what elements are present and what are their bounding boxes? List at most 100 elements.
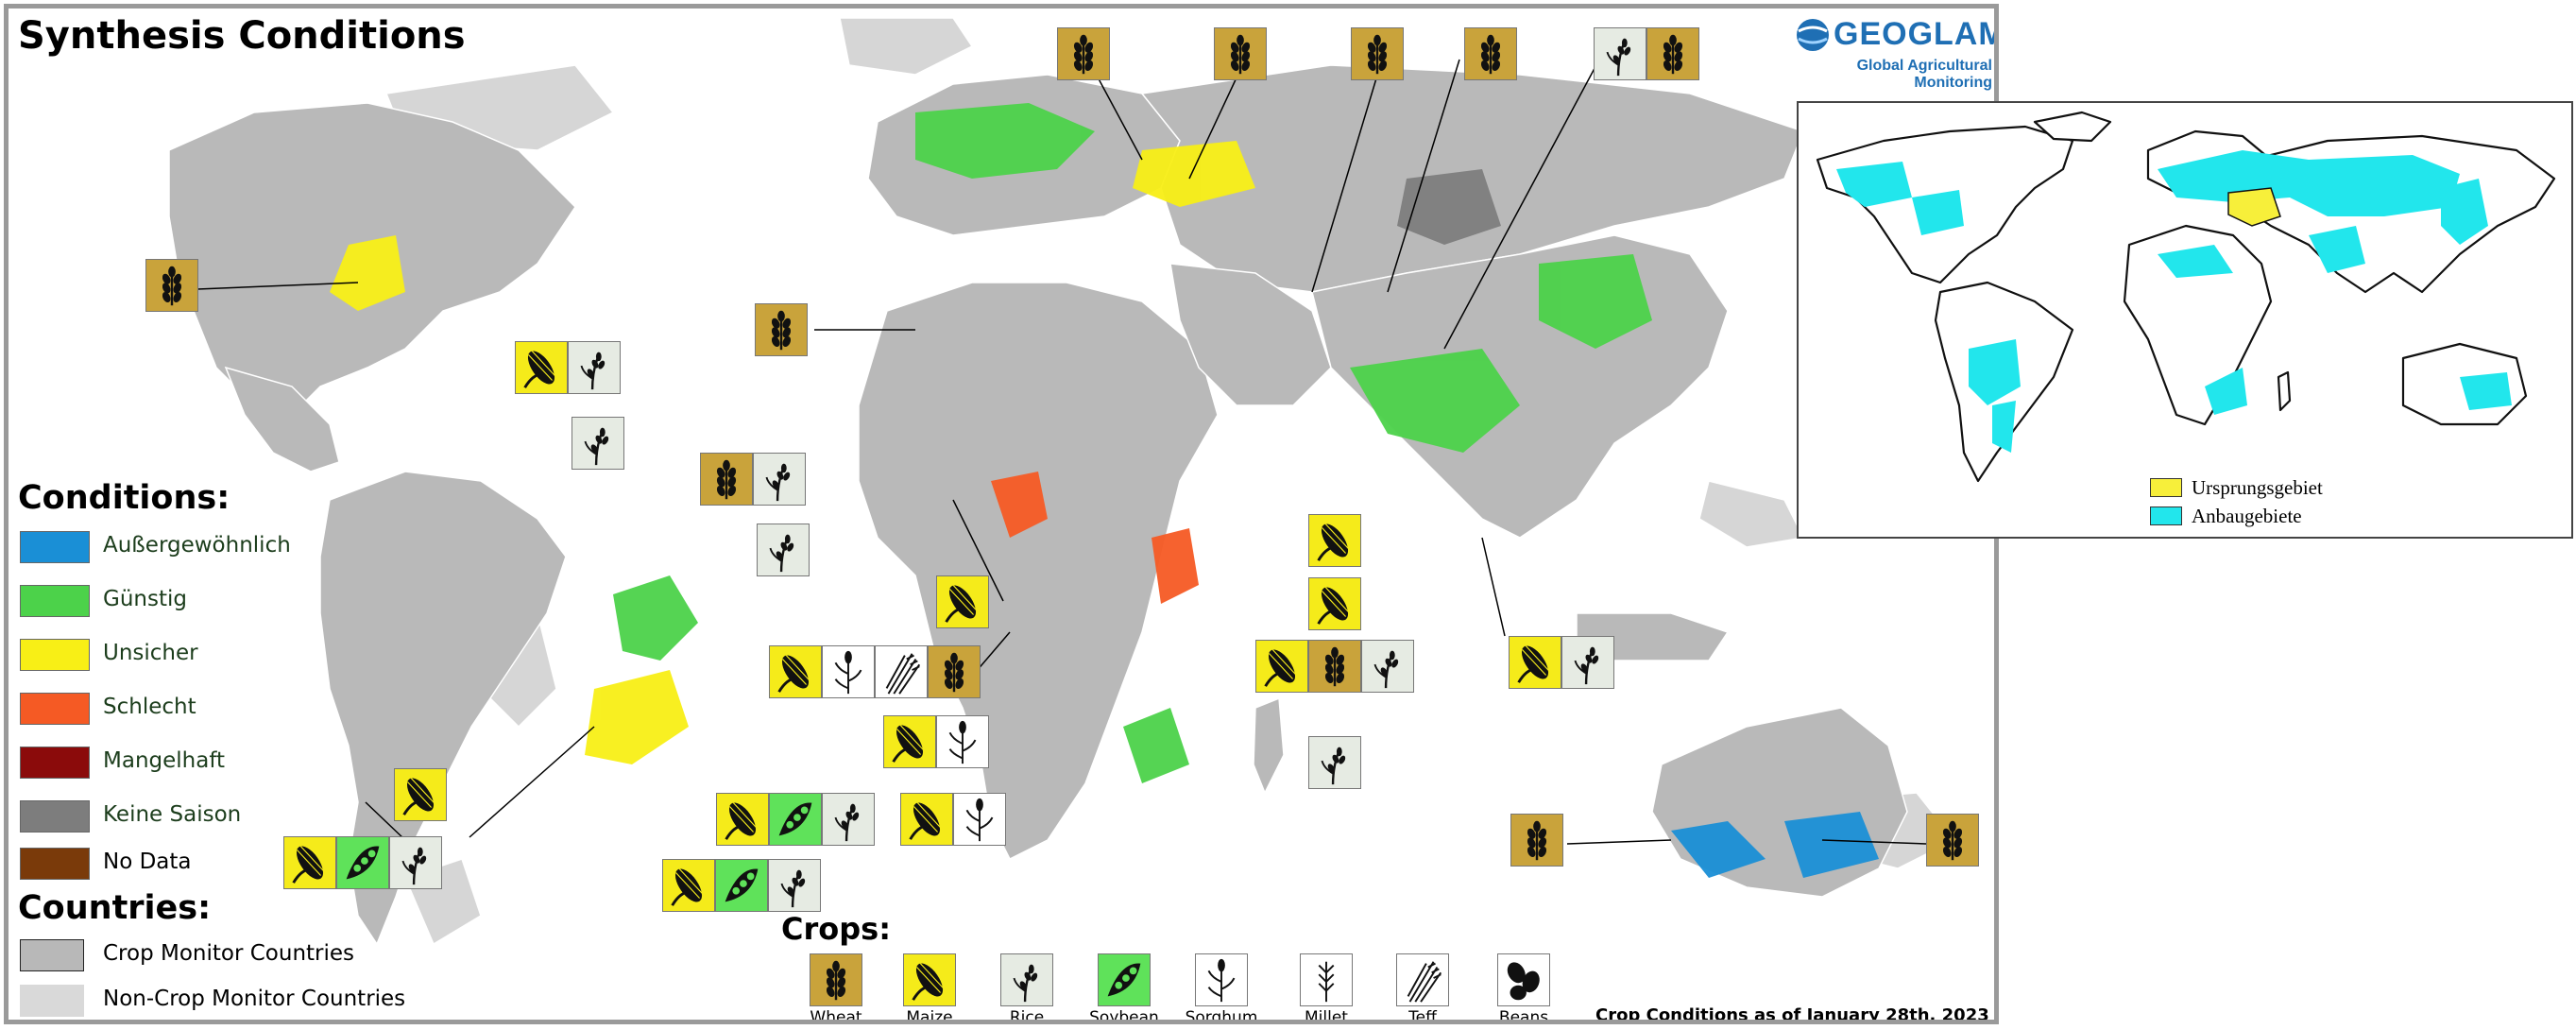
wheat-icon (1214, 27, 1267, 80)
legend-swatch (20, 800, 90, 833)
wheat-icon (810, 953, 862, 1006)
maize-icon (1308, 577, 1361, 630)
globe-icon (1797, 19, 1829, 51)
crop-legend-teff: Teff (1385, 953, 1460, 1024)
maize-icon (662, 859, 715, 912)
crop-legend-label: Wheat (810, 1008, 862, 1024)
rice-icon (1000, 953, 1053, 1006)
teff-icon (1396, 953, 1449, 1006)
crop-legend-wheat: Wheat (798, 953, 874, 1024)
legend-swatch (20, 693, 90, 725)
logo-subtitle: Global Agricultural Monitoring (1856, 58, 1992, 91)
maize-icon (515, 341, 568, 394)
maize-icon (903, 953, 956, 1006)
crop-legend-rice: Rice (989, 953, 1065, 1024)
crops-heading: Crops: (781, 911, 891, 947)
wheat-icon (1646, 27, 1699, 80)
maize-icon (1255, 640, 1308, 693)
sorghum-icon (953, 793, 1006, 846)
sorghum-icon (822, 645, 875, 698)
wheat-icon (755, 303, 808, 356)
maize-icon (936, 575, 989, 628)
sorghum-icon (1195, 953, 1248, 1006)
inset-legend-swatch (2150, 478, 2182, 497)
crop-legend-maize: Maize (892, 953, 967, 1020)
wheat-icon (1464, 27, 1517, 80)
maize-icon (1509, 636, 1561, 689)
inset-legend-label: Anbaugebiete (2192, 505, 2302, 527)
crop-legend-label: Soybean (1089, 1008, 1159, 1024)
soybean-icon (715, 859, 768, 912)
crop-legend-millet: Millet (1288, 953, 1364, 1024)
wheat-icon (1510, 814, 1563, 867)
rice-icon (753, 453, 806, 506)
soybean-icon (1098, 953, 1151, 1006)
rice-icon (1308, 736, 1361, 789)
maize-icon (1308, 514, 1361, 567)
crop-legend-label: Teff (1408, 1008, 1437, 1024)
sorghum-icon (936, 715, 989, 768)
rice-icon (768, 859, 821, 912)
crop-legend-label: Millet (1305, 1008, 1348, 1024)
map-title: Synthesis Conditions (18, 14, 466, 58)
legend-label: Unsicher (103, 641, 198, 665)
legend-label: Keine Saison (103, 802, 242, 827)
rice-icon (1561, 636, 1614, 689)
conditions-heading: Conditions: (18, 479, 230, 517)
maize-icon (769, 645, 822, 698)
legend-label: Schlecht (103, 695, 196, 719)
legend-swatch (20, 939, 84, 971)
maize-icon (283, 836, 336, 889)
wheat-icon (1926, 814, 1979, 867)
inset-world-outline-map (1816, 111, 2556, 483)
legend-swatch (20, 639, 90, 671)
inset-legend-swatch (2150, 506, 2182, 525)
legend-label: Günstig (103, 587, 187, 611)
wheat-icon (1351, 27, 1404, 80)
crop-legend-label: Sorghum (1185, 1008, 1258, 1024)
crop-legend-label: Beans (1498, 1008, 1549, 1024)
wheat-icon (1057, 27, 1110, 80)
rice-icon (822, 793, 875, 846)
beans-icon (1497, 953, 1550, 1006)
millet-icon (1300, 953, 1353, 1006)
legend-label: Non-Crop Monitor Countries (103, 987, 406, 1011)
crop-legend-beans: Beans (1486, 953, 1561, 1024)
rice-icon (1361, 640, 1414, 693)
crop-legend-sorghum: Sorghum (1184, 953, 1259, 1024)
legend-label: No Data (103, 850, 192, 874)
legend-swatch (20, 747, 90, 779)
wheat-icon (928, 645, 981, 698)
legend-label: Außergewöhnlich (103, 533, 291, 558)
wheat-icon (700, 453, 753, 506)
rice-icon (757, 524, 810, 576)
rice-icon (389, 836, 442, 889)
legend-label: Crop Monitor Countries (103, 941, 355, 966)
maize-icon (716, 793, 769, 846)
legend-swatch (20, 585, 90, 617)
maize-icon (883, 715, 936, 768)
rice-icon (571, 417, 624, 470)
soybean-icon (769, 793, 822, 846)
maize-icon (394, 768, 447, 821)
legend-swatch (20, 985, 84, 1017)
legend-swatch (20, 848, 90, 880)
crop-legend-label: Rice (1009, 1008, 1045, 1024)
inset-legend-label: Ursprungsgebiet (2192, 476, 2323, 499)
wheat-icon (145, 259, 198, 312)
legend-label: Mangelhaft (103, 748, 226, 773)
wheat-distribution-inset: Ursprungsgebiet Anbaugebiete (1797, 101, 2573, 539)
crop-legend-soybean: Soybean (1086, 953, 1162, 1024)
conditions-date-note: Crop Conditions as of January 28th, 2023 (1595, 1005, 1989, 1024)
countries-heading: Countries: (18, 889, 212, 927)
maize-icon (900, 793, 953, 846)
teff-icon (875, 645, 928, 698)
logo-wordmark: GEOGLAM (1834, 16, 1999, 52)
rice-icon (568, 341, 621, 394)
world-map-background (168, 17, 1956, 946)
wheat-icon (1308, 640, 1361, 693)
soybean-icon (336, 836, 389, 889)
crop-conditions-map: Synthesis Conditions GEOGLAM Global Agri… (4, 4, 1999, 1024)
rice-icon (1594, 27, 1646, 80)
geoglam-logo: GEOGLAM Global Agricultural Monitoring (1794, 14, 1994, 91)
